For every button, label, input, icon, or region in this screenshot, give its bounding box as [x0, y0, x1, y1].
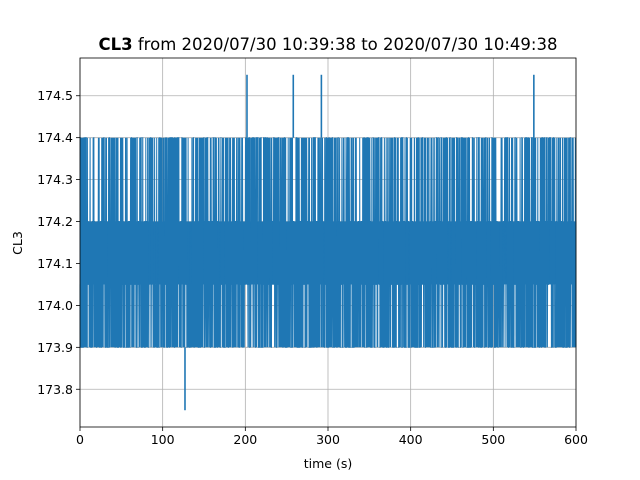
x-tick-label: 500: [481, 432, 505, 447]
y-tick-label: 174.2: [37, 214, 73, 229]
data-series: [79, 74, 577, 411]
y-tick-label: 173.9: [37, 340, 73, 355]
x-tick-label: 100: [151, 432, 175, 447]
x-tick-label: 400: [399, 432, 423, 447]
x-axis-label: time (s): [304, 456, 352, 471]
x-tick-label: 0: [76, 432, 84, 447]
chart-title: CL3 from 2020/07/30 10:39:38 to 2020/07/…: [99, 35, 558, 54]
y-tick-label: 174.0: [37, 298, 73, 313]
y-tick-label: 174.3: [37, 172, 73, 187]
x-tick-label: 300: [316, 432, 340, 447]
y-tick-label: 174.1: [37, 256, 73, 271]
axis-ticks: 0 100 200 300 400 500 600 173.8 173.9 174.0 174.1 1…: [37, 88, 588, 447]
signal-line: [79, 137, 577, 348]
chart-title-rest: from 2020/07/30 10:39:38 to 2020/07/30 1…: [133, 35, 558, 54]
y-tick-label: 174.4: [37, 130, 73, 145]
chart-title-bold: CL3: [99, 35, 133, 54]
y-tick-label: 174.5: [37, 88, 73, 103]
y-tick-label: 173.8: [37, 382, 73, 397]
x-tick-label: 200: [233, 432, 257, 447]
x-tick-label: 600: [564, 432, 588, 447]
y-axis-label: CL3: [10, 231, 25, 255]
